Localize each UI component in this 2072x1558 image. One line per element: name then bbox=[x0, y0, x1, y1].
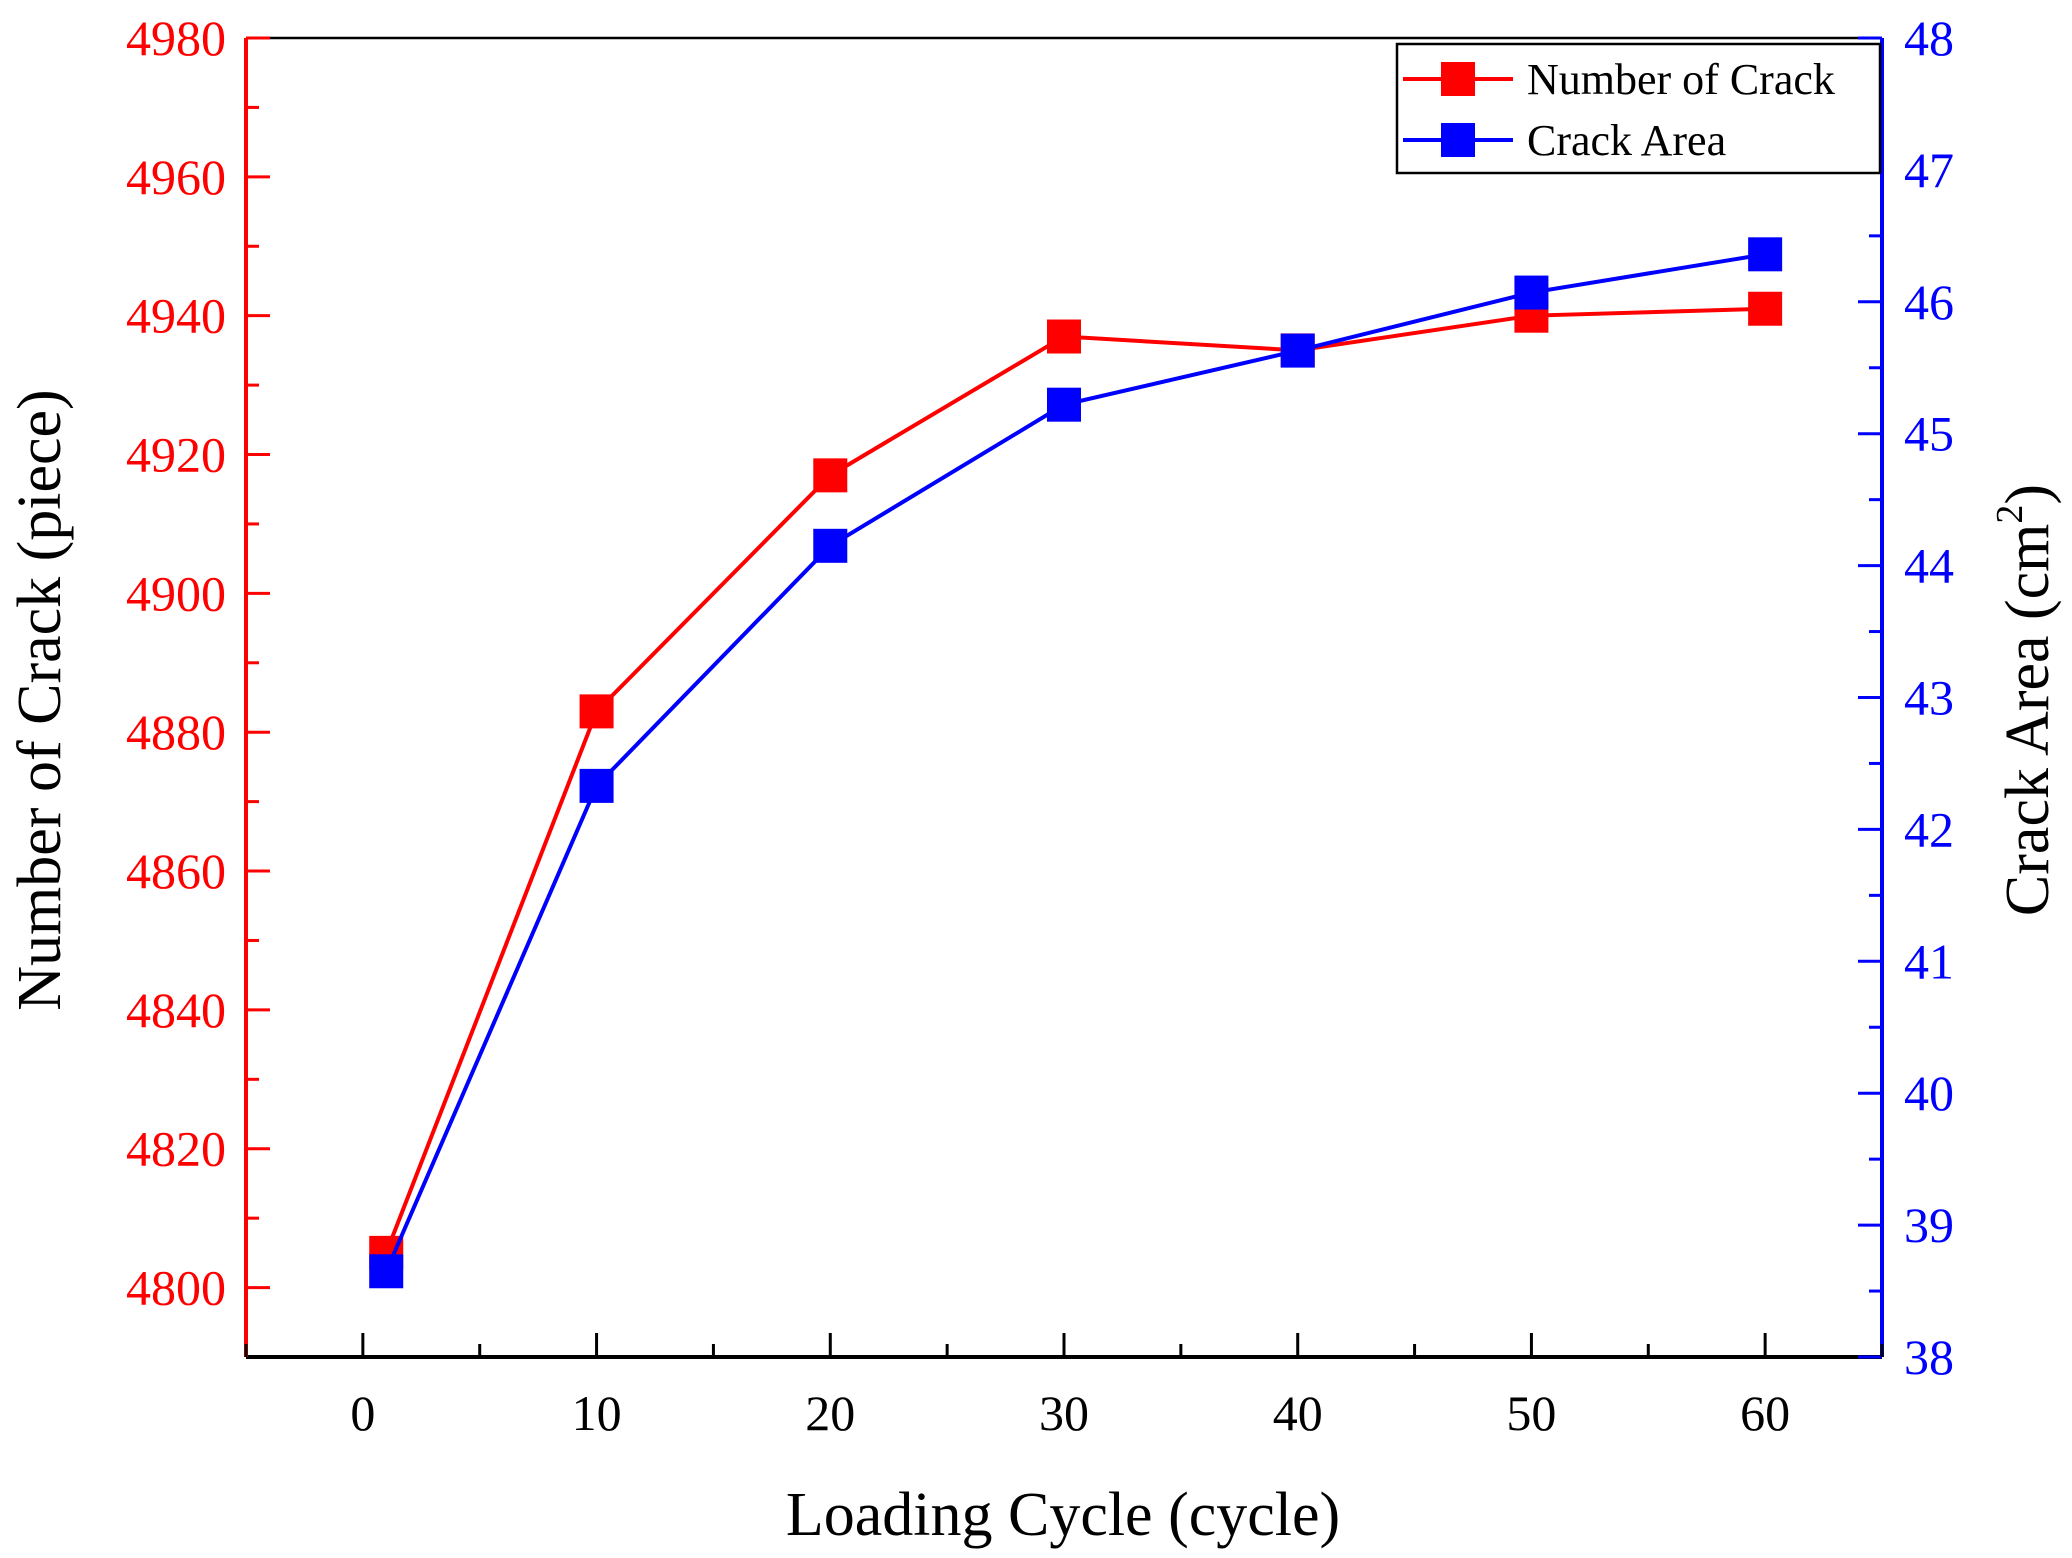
left-axis-tick-label: 4900 bbox=[126, 565, 226, 621]
right-axis-tick-label: 38 bbox=[1904, 1329, 1954, 1385]
plot-frame bbox=[244, 36, 1884, 1359]
left-axis-tick-label: 4920 bbox=[126, 427, 226, 483]
data-point bbox=[813, 458, 848, 493]
right-axis-tick-label: 44 bbox=[1904, 538, 1954, 594]
series-crack-area bbox=[369, 237, 1783, 1289]
x-axis-tick-label: 60 bbox=[1740, 1385, 1790, 1441]
legend-label-number-of-crack: Number of Crack bbox=[1527, 55, 1835, 104]
right-axis-title-sup: 2 bbox=[1989, 505, 2031, 524]
x-axis-title: Loading Cycle (cycle) bbox=[786, 1481, 1340, 1549]
right-axis-title-suffix: ) bbox=[1994, 484, 2062, 505]
left-axis-title: Number of Crack (piece) bbox=[6, 389, 74, 1010]
series-layer bbox=[369, 237, 1783, 1289]
data-point bbox=[1280, 333, 1315, 368]
legend: Number of Crack Crack Area bbox=[1395, 42, 1882, 175]
left-axis-tick-label: 4840 bbox=[126, 982, 226, 1038]
data-point bbox=[1748, 291, 1783, 326]
data-point bbox=[813, 528, 848, 563]
x-axis-tick-label: 10 bbox=[572, 1385, 622, 1441]
right-axis-tick-label: 41 bbox=[1904, 933, 1954, 989]
right-axis-tick-label: 47 bbox=[1904, 142, 1954, 198]
left-axis-tick-label: 4800 bbox=[126, 1260, 226, 1316]
left-axis-tick-label: 4940 bbox=[126, 288, 226, 344]
data-point bbox=[1748, 237, 1783, 272]
right-axis-ticks: 38 39 40 41 42 43 44 45 46 47 48 bbox=[1858, 10, 1954, 1385]
x-axis-tick-label: 40 bbox=[1273, 1385, 1323, 1441]
data-point bbox=[579, 694, 614, 729]
left-axis-tick-label: 4980 bbox=[126, 10, 226, 66]
legend-marker-number-of-crack bbox=[1441, 62, 1475, 96]
x-axis-tick-label: 20 bbox=[805, 1385, 855, 1441]
right-axis-tick-label: 43 bbox=[1904, 670, 1954, 726]
data-point bbox=[579, 768, 614, 803]
right-axis-tick-label: 40 bbox=[1904, 1065, 1954, 1121]
right-axis-tick-label: 42 bbox=[1904, 801, 1954, 857]
data-point bbox=[1047, 387, 1081, 422]
right-axis-tick-label: 39 bbox=[1904, 1197, 1954, 1253]
left-axis-tick-label: 4960 bbox=[126, 149, 226, 205]
x-axis-tick-label: 0 bbox=[350, 1385, 375, 1441]
right-axis-tick-label: 45 bbox=[1904, 406, 1954, 462]
data-point bbox=[1047, 319, 1081, 354]
legend-label-crack-area: Crack Area bbox=[1527, 116, 1726, 165]
x-axis-tick-label: 30 bbox=[1039, 1385, 1089, 1441]
right-axis-tick-label: 48 bbox=[1904, 10, 1954, 66]
left-axis-tick-label: 4860 bbox=[126, 843, 226, 899]
left-axis-ticks: 4800 4820 4840 4860 4880 4900 4920 4940 4960 4980 bbox=[126, 10, 270, 1316]
x-axis-tick-label: 50 bbox=[1506, 1385, 1556, 1441]
data-point bbox=[1514, 275, 1549, 310]
data-point bbox=[369, 1254, 404, 1289]
x-axis-ticks: 0 10 20 30 40 50 60 bbox=[244, 1333, 1884, 1441]
left-axis-tick-label: 4880 bbox=[126, 704, 226, 760]
legend-marker-crack-area bbox=[1441, 123, 1475, 157]
right-axis-tick-label: 46 bbox=[1904, 274, 1954, 330]
right-axis-title-main: Crack Area (cm bbox=[1994, 524, 2062, 916]
legend-box bbox=[1395, 42, 1882, 175]
left-axis-tick-label: 4820 bbox=[126, 1121, 226, 1177]
right-axis-title: Crack Area (cm2) bbox=[1989, 484, 2062, 916]
